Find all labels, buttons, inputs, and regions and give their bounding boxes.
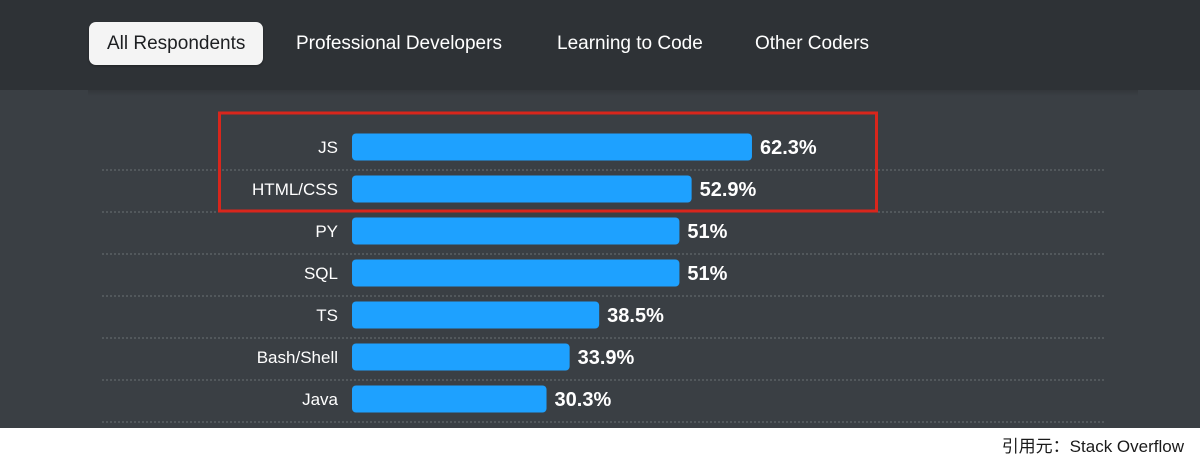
tab-all-respondents[interactable]: All Respondents: [89, 22, 264, 65]
bar: [352, 343, 570, 371]
value-label: 30.3%: [555, 389, 612, 411]
category-label: TS: [316, 306, 338, 325]
category-label: SQL: [304, 264, 338, 283]
value-label: 33.9%: [578, 347, 635, 369]
bar-chart: JS 62.3% HTML/CSS 52.9% PY 51% SQL 51% TS 38.5% Ba…: [102, 111, 1104, 423]
bar: [352, 385, 547, 413]
category-label: Bash/Shell: [257, 348, 338, 367]
category-label: JS: [318, 138, 338, 157]
value-label: 38.5%: [607, 305, 664, 327]
value-label: 62.3%: [760, 137, 817, 159]
bar: [352, 301, 600, 329]
highlight-box: [218, 111, 878, 213]
category-label: Java: [302, 390, 338, 409]
bar: [352, 133, 752, 161]
bar: [352, 217, 680, 245]
tab-other-coders[interactable]: Other Coders: [755, 33, 870, 54]
tab-learning-to-code[interactable]: Learning to Code: [557, 33, 703, 54]
tab-professional-developers[interactable]: Professional Developers: [296, 33, 502, 54]
value-label: 51%: [687, 221, 727, 243]
bar: [352, 259, 680, 287]
tab-bar-shadow: [88, 90, 1138, 96]
category-label: HTML/CSS: [252, 180, 338, 199]
bar: [352, 175, 692, 203]
category-label: PY: [315, 222, 338, 241]
tab-bar: All Respondents Professional Developers …: [0, 0, 1200, 90]
source-credit: 引用元：Stack Overflow: [1001, 437, 1184, 456]
value-label: 52.9%: [700, 179, 757, 201]
value-label: 51%: [687, 263, 727, 285]
